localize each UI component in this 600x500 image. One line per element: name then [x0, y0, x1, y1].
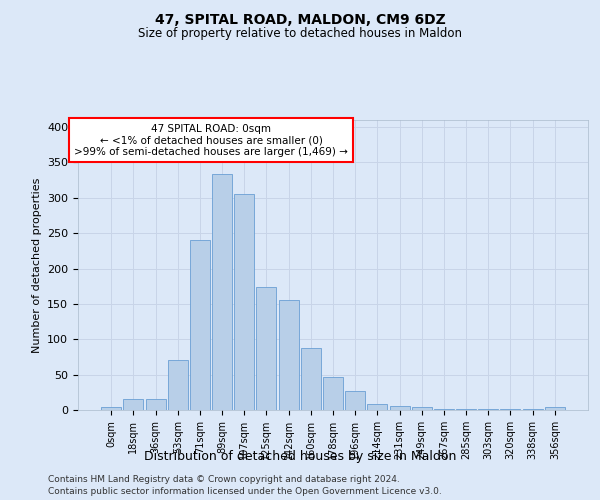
Bar	[545, 407, 565, 410]
Bar	[323, 378, 343, 410]
Text: 47 SPITAL ROAD: 0sqm
← <1% of detached houses are smaller (0)
>99% of semi-detac: 47 SPITAL ROAD: 0sqm ← <1% of detached h…	[74, 124, 348, 156]
Bar	[234, 194, 254, 410]
Text: Contains public sector information licensed under the Open Government Licence v3: Contains public sector information licen…	[48, 488, 442, 496]
Bar	[190, 240, 210, 410]
Text: Size of property relative to detached houses in Maldon: Size of property relative to detached ho…	[138, 28, 462, 40]
Bar	[256, 287, 277, 410]
Bar	[367, 404, 388, 410]
Bar	[345, 391, 365, 410]
Bar	[278, 300, 299, 410]
Bar	[168, 360, 188, 410]
Bar	[212, 174, 232, 410]
Bar	[301, 348, 321, 410]
Bar	[101, 407, 121, 410]
Bar	[124, 400, 143, 410]
Text: Distribution of detached houses by size in Maldon: Distribution of detached houses by size …	[144, 450, 456, 463]
Y-axis label: Number of detached properties: Number of detached properties	[32, 178, 41, 352]
Text: Contains HM Land Registry data © Crown copyright and database right 2024.: Contains HM Land Registry data © Crown c…	[48, 475, 400, 484]
Bar	[146, 400, 166, 410]
Bar	[412, 407, 432, 410]
Bar	[389, 406, 410, 410]
Text: 47, SPITAL ROAD, MALDON, CM9 6DZ: 47, SPITAL ROAD, MALDON, CM9 6DZ	[155, 12, 445, 26]
